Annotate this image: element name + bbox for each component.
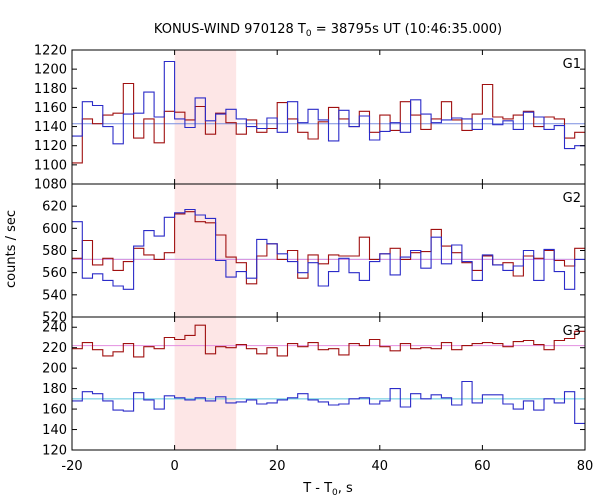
panel-g2: 520 540 560 580 600 620 G2 [42, 183, 586, 326]
series-blue-step-line [72, 380, 585, 424]
y-tick-label: 540 [42, 288, 67, 303]
panel-frame [71, 183, 586, 318]
y-tick-label: 1220 [34, 44, 67, 59]
panel-label: G1 [563, 57, 581, 72]
series-blue-step-line [72, 208, 585, 290]
series-red-step-line [72, 82, 585, 164]
y-tick-label: 1080 [34, 178, 67, 193]
y-tick-label: 120 [42, 444, 67, 459]
y-tick-label: 560 [42, 266, 67, 281]
y-tick-label: 620 [42, 200, 67, 215]
y-tick-label: 140 [42, 423, 67, 438]
y-tick-label: 1120 [34, 139, 67, 154]
x-axis-label: T - T0, s [302, 481, 353, 498]
x-axis-ticks: -20 0 20 40 60 80 [61, 459, 593, 474]
x-tick-label: -20 [61, 459, 82, 474]
y-tick-label: 220 [42, 341, 67, 356]
x-tick-label: 40 [372, 459, 389, 474]
y-tick-label: 160 [42, 403, 67, 418]
y-tick-label: 1160 [34, 101, 67, 116]
y-tick-label: 580 [42, 244, 67, 259]
panels: 1080 1100 1120 1140 1160 1180 1200 1220 G1 520 540… [34, 44, 586, 459]
y-tick-label: 600 [42, 222, 67, 237]
y-tick-label: 240 [42, 321, 67, 336]
x-tick-label: 60 [474, 459, 491, 474]
y-tick-label: 1200 [34, 63, 67, 78]
panel-label: G3 [563, 324, 581, 339]
y-axis-label: counts / sec [4, 210, 19, 288]
y-tick-label: 200 [42, 362, 67, 377]
x-tick-label: 20 [269, 459, 286, 474]
panel-g3: 120 140 160 180 200 220 240 G3 [42, 316, 586, 459]
y-tick-label: 520 [42, 311, 67, 326]
y-tick-label: 180 [42, 382, 67, 397]
series-red-step-line [72, 324, 585, 358]
x-tick-label: 80 [577, 459, 594, 474]
panel-label: G2 [563, 191, 581, 206]
y-tick-label: 1180 [34, 82, 67, 97]
panel-frame [71, 316, 586, 451]
y-tick-label: 1140 [34, 120, 67, 135]
series-blue-step-line [72, 60, 585, 150]
panel-g1: 1080 1100 1120 1140 1160 1180 1200 1220 G1 [34, 44, 586, 193]
y-tick-label: 1100 [34, 158, 67, 173]
x-tick-label: 0 [170, 459, 178, 474]
chart-title: KONUS-WIND 970128 T0 = 38795s UT (10:46:… [154, 22, 502, 39]
